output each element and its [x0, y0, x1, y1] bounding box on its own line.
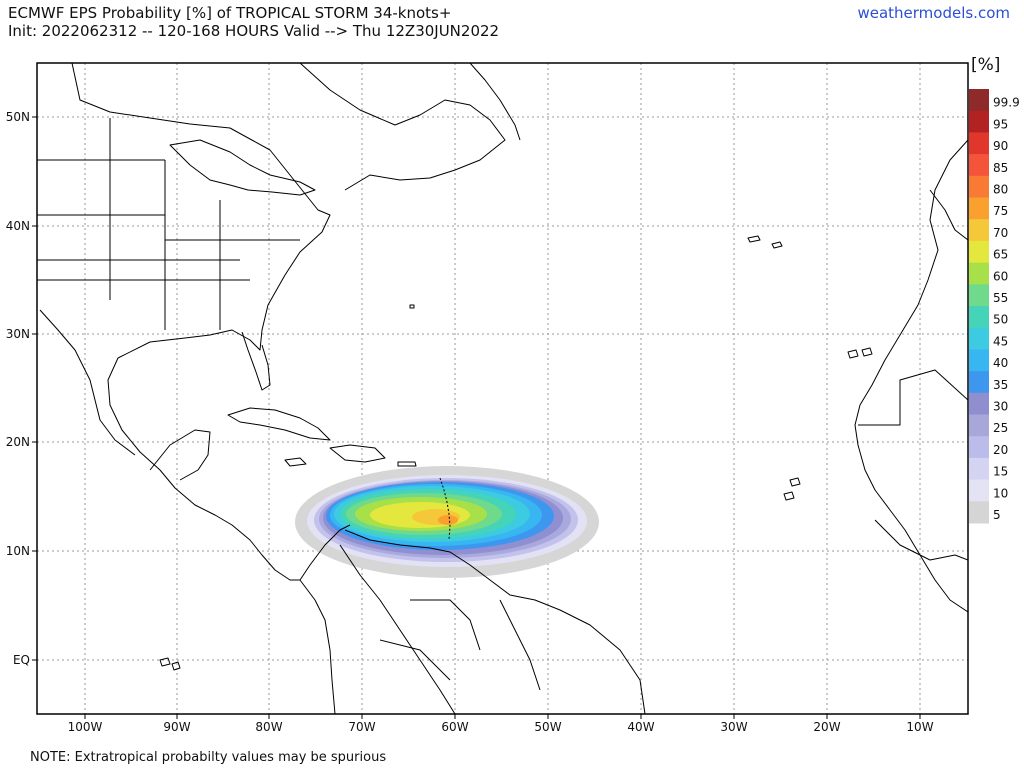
colorbar-swatch [969, 197, 989, 220]
colorbar-label: 60 [993, 269, 1008, 283]
lon-label: 40W [627, 720, 654, 734]
map-content [37, 63, 968, 714]
colorbar-unit: [%] [971, 55, 1000, 75]
lon-label: 70W [348, 720, 375, 734]
colorbar-label: 40 [993, 356, 1008, 370]
colorbar-swatch [969, 457, 989, 481]
lon-label: 20W [813, 720, 840, 734]
colorbar-label: 20 [993, 443, 1008, 457]
colorbar-label: 70 [993, 226, 1008, 240]
brand-link[interactable]: weathermodels.com [857, 4, 1010, 22]
chart-title: ECMWF EPS Probability [%] of TROPICAL ST… [8, 4, 452, 22]
colorbar-label: 65 [993, 248, 1008, 262]
colorbar-swatch [969, 306, 989, 329]
colorbar-swatch [969, 371, 989, 394]
colorbar-swatch [969, 89, 989, 112]
colorbar-swatch [969, 479, 989, 502]
colorbar-swatch [969, 349, 989, 372]
graticule [37, 63, 968, 714]
probability-field [295, 466, 599, 578]
colorbar: 99.9 95 90 85 80 75 70 65 60 55 50 45 40 35 30 25 20 15 10… [969, 89, 1020, 524]
colorbar-swatch [969, 175, 989, 198]
colorbar-swatch [969, 327, 989, 350]
lat-label: 30N [6, 327, 30, 341]
lon-label: 50W [534, 720, 561, 734]
colorbar-label: 85 [993, 161, 1008, 175]
map-frame [36, 62, 969, 715]
colorbar-swatch [969, 392, 989, 415]
latitude-labels: 50N 40N 30N 20N 10N EQ [6, 110, 30, 667]
lon-label: 80W [255, 720, 282, 734]
land-outlines [37, 63, 968, 714]
colorbar-swatch [969, 240, 989, 264]
footer-note: NOTE: Extratropical probabilty values ma… [30, 750, 387, 765]
lon-label: 100W [68, 720, 103, 734]
colorbar-label: 5 [993, 508, 1001, 522]
colorbar-swatch [969, 219, 989, 242]
colorbar-swatch [969, 436, 989, 459]
lon-label: 60W [441, 720, 468, 734]
colorbar-label: 80 [993, 183, 1008, 197]
lat-label: 50N [6, 110, 30, 124]
lon-label: 10W [906, 720, 933, 734]
colorbar-label: 45 [993, 334, 1008, 348]
colorbar-swatch [969, 501, 989, 524]
lat-label: EQ [13, 653, 30, 667]
colorbar-label: 15 [993, 465, 1008, 479]
colorbar-label: 95 [993, 117, 1008, 131]
longitude-labels: 100W 90W 80W 70W 60W 50W 40W 30W 20W 10W [68, 720, 934, 734]
colorbar-swatch [969, 414, 989, 437]
lon-label: 90W [163, 720, 190, 734]
lat-label: 40N [6, 219, 30, 233]
lat-label: 10N [6, 544, 30, 558]
colorbar-label: 75 [993, 204, 1008, 218]
colorbar-swatch [969, 262, 989, 285]
lon-label: 30W [720, 720, 747, 734]
axis-ticks [32, 116, 921, 719]
colorbar-label: 25 [993, 421, 1008, 435]
colorbar-label: 10 [993, 486, 1008, 500]
colorbar-label: 90 [993, 139, 1008, 153]
colorbar-swatch [969, 284, 989, 307]
colorbar-label: 99.9 [993, 96, 1020, 110]
colorbar-swatch [969, 132, 989, 155]
lat-label: 20N [6, 435, 30, 449]
colorbar-label: 35 [993, 378, 1008, 392]
colorbar-label: 50 [993, 313, 1008, 327]
colorbar-swatch [969, 110, 989, 133]
chart-subtitle: Init: 2022062312 -- 120-168 HOURS Valid … [8, 22, 500, 40]
colorbar-label: 30 [993, 400, 1008, 414]
colorbar-swatch [969, 154, 989, 177]
colorbar-label: 55 [993, 291, 1008, 305]
